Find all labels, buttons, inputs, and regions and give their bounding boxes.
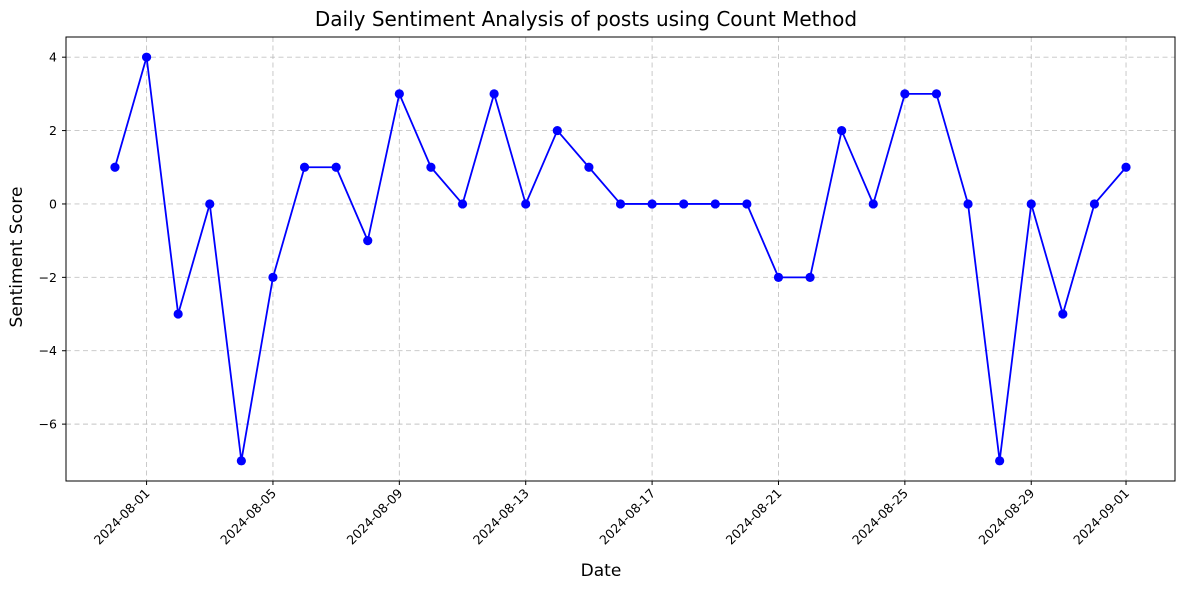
data-point <box>141 52 152 62</box>
y-axis-label: Sentiment Score <box>7 187 27 328</box>
data-point <box>299 162 310 172</box>
data-point <box>963 199 973 209</box>
data-point <box>457 199 468 209</box>
plot-frame <box>65 36 1176 482</box>
data-point <box>205 199 215 209</box>
data-point <box>1121 162 1131 172</box>
data-point <box>1058 309 1068 319</box>
series-sentiment <box>110 52 1131 466</box>
data-point <box>110 162 120 172</box>
data-point <box>268 272 278 282</box>
data-point <box>552 125 562 136</box>
data-point <box>489 89 499 99</box>
data-point <box>931 89 942 99</box>
y-tick-label: 0 <box>49 196 57 211</box>
data-point <box>236 456 246 466</box>
data-point <box>995 456 1005 466</box>
y-tick-label: −2 <box>39 270 57 285</box>
data-point <box>394 89 404 99</box>
data-point <box>1026 199 1036 209</box>
y-axis-ticks: −6 −4 −2 0 2 4 <box>39 50 66 432</box>
y-tick-label: −4 <box>39 343 57 358</box>
data-point <box>900 89 910 99</box>
chart-title: Daily Sentiment Analysis of posts using … <box>315 7 857 31</box>
y-tick-label: 4 <box>49 50 57 65</box>
data-point <box>679 199 689 209</box>
x-axis-label: Date <box>581 561 622 581</box>
data-point <box>426 162 436 172</box>
data-point <box>773 272 784 282</box>
data-point <box>837 125 847 136</box>
y-tick-label: 2 <box>49 123 57 138</box>
data-point <box>1089 199 1100 209</box>
data-point <box>615 199 626 209</box>
data-point <box>584 162 594 172</box>
data-point <box>742 199 752 209</box>
data-point <box>647 199 657 209</box>
y-tick-label: −6 <box>39 417 57 432</box>
data-point <box>868 199 878 209</box>
data-point <box>173 309 183 319</box>
data-point <box>363 236 373 246</box>
data-point <box>805 272 815 282</box>
data-point <box>521 199 531 209</box>
data-point <box>710 199 720 209</box>
data-point <box>331 162 341 172</box>
